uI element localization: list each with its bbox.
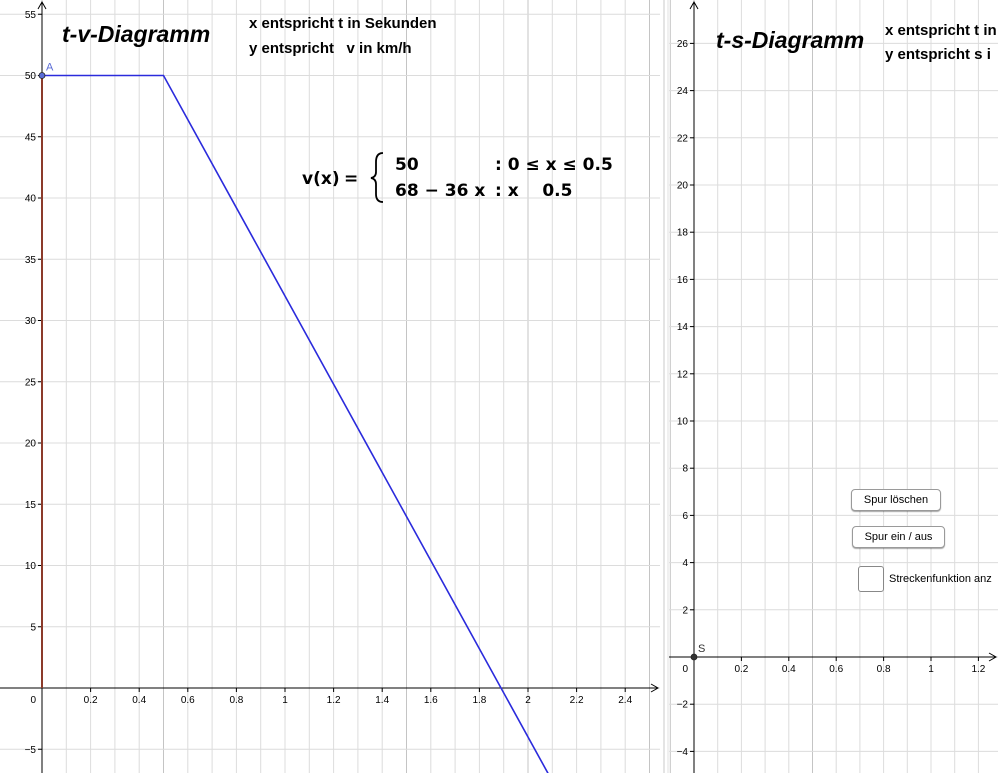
ts-x-tick-label: 0.8 xyxy=(877,664,891,675)
tv-point-label: A xyxy=(46,62,54,74)
formula-case-1-expr: 50 xyxy=(395,155,419,175)
tv-x-tick-label: 0.8 xyxy=(229,695,243,706)
tv-y-tick-label: 40 xyxy=(25,194,37,205)
ts-y-tick-label: 8 xyxy=(682,464,688,475)
tv-y-tick-label: 35 xyxy=(25,255,37,266)
tv-diagram-title: t-v-Diagramm xyxy=(62,21,210,47)
t-v-graphics-view[interactable]: 0.2 0.4 0.6 0.8 1 1.2 1.4 1.6 1.8 2 2.2 2.4 −5 5 10 15 2… xyxy=(0,0,674,773)
ts-info-line-2: y entspricht s i xyxy=(885,46,991,63)
ts-y-tick-label: 6 xyxy=(682,511,688,522)
formula-equals: = xyxy=(344,169,358,189)
ts-x-tick-label: 0.6 xyxy=(829,664,843,675)
tv-info-line-2: y entspricht v in km/h xyxy=(249,40,412,57)
ts-y-tick-label: 26 xyxy=(677,39,689,50)
ts-y-tick-label: 2 xyxy=(682,605,688,616)
ts-y-tick-label: −4 xyxy=(677,747,689,758)
tv-x-tick-label: 0.6 xyxy=(181,695,195,706)
tv-background xyxy=(0,0,660,773)
tv-y-tick-label: 50 xyxy=(25,71,37,82)
tv-origin-label: 0 xyxy=(30,695,36,706)
tv-x-tick-label: 1.4 xyxy=(375,695,389,706)
formula-case-1-cond: : 0 ≤ x ≤ 0.5 xyxy=(495,155,613,175)
ts-y-tick-label: 16 xyxy=(677,275,689,286)
tv-y-tick-label: 15 xyxy=(25,500,37,511)
ts-origin-label: 0 xyxy=(682,664,688,675)
tv-x-tick-label: 1.2 xyxy=(327,695,341,706)
ts-y-tick-label: 20 xyxy=(677,181,689,192)
tv-y-tick-label: 45 xyxy=(25,132,37,143)
formula-case-2-expr: 68 − 36 x xyxy=(395,181,485,201)
ts-diagram-title: t-s-Diagramm xyxy=(716,27,864,53)
tv-y-tick-label: 55 xyxy=(25,10,37,21)
ts-x-tick-label: 0.4 xyxy=(782,664,796,675)
formula-lhs: v(x) xyxy=(302,169,340,189)
tv-y-tick-label: 5 xyxy=(30,622,36,633)
ts-y-tick-label: 4 xyxy=(682,558,688,569)
distance-function-checkbox-label: Streckenfunktion anz xyxy=(889,573,992,585)
tv-y-tick-label: 20 xyxy=(25,439,37,450)
tv-x-tick-label: 2.2 xyxy=(570,695,584,706)
tv-x-tick-label: 2.4 xyxy=(618,695,632,706)
ts-point-s[interactable] xyxy=(691,654,697,660)
ts-y-tick-label: 14 xyxy=(677,322,689,333)
tv-y-tick-label: 25 xyxy=(25,377,37,388)
tv-info-line-1: x entspricht t in Sekunden xyxy=(249,15,437,32)
clear-trace-button[interactable]: Spur löschen xyxy=(851,489,941,511)
tv-x-tick-label: 1.6 xyxy=(424,695,438,706)
tv-x-tick-label: 0.4 xyxy=(132,695,146,706)
ts-y-tick-label: −2 xyxy=(677,700,689,711)
ts-y-tick-label: 10 xyxy=(677,417,689,428)
t-s-graphics-view[interactable]: 0.2 0.4 0.6 0.8 1 1.2−4−224681012141618202224… xyxy=(647,0,1000,773)
ts-y-tick-label: 12 xyxy=(677,369,689,380)
ts-x-tick-label: 1.2 xyxy=(971,664,985,675)
ts-x-tick-label: 0.2 xyxy=(734,664,748,675)
ts-y-tick-label: 18 xyxy=(677,228,689,239)
distance-function-checkbox[interactable] xyxy=(858,566,884,592)
tv-y-tick-label: 30 xyxy=(25,316,37,327)
ts-info-line-1: x entspricht t in xyxy=(885,22,997,39)
ts-point-label: S xyxy=(698,643,705,655)
tv-x-tick-label: 1 xyxy=(282,695,288,706)
ts-y-tick-label: 22 xyxy=(677,133,689,144)
formula-case-2-cond: : x 0.5 xyxy=(495,181,572,201)
tv-x-tick-label: 2 xyxy=(525,695,531,706)
tv-x-tick-label: 1.8 xyxy=(472,695,486,706)
toggle-trace-button[interactable]: Spur ein / aus xyxy=(852,526,945,548)
ts-x-tick-label: 1 xyxy=(928,664,934,675)
tv-y-tick-label: −5 xyxy=(25,745,37,756)
tv-point-a[interactable] xyxy=(39,73,45,79)
tv-x-tick-label: 0.2 xyxy=(84,695,98,706)
ts-y-tick-label: 24 xyxy=(677,86,689,97)
tv-y-tick-label: 10 xyxy=(25,561,37,572)
